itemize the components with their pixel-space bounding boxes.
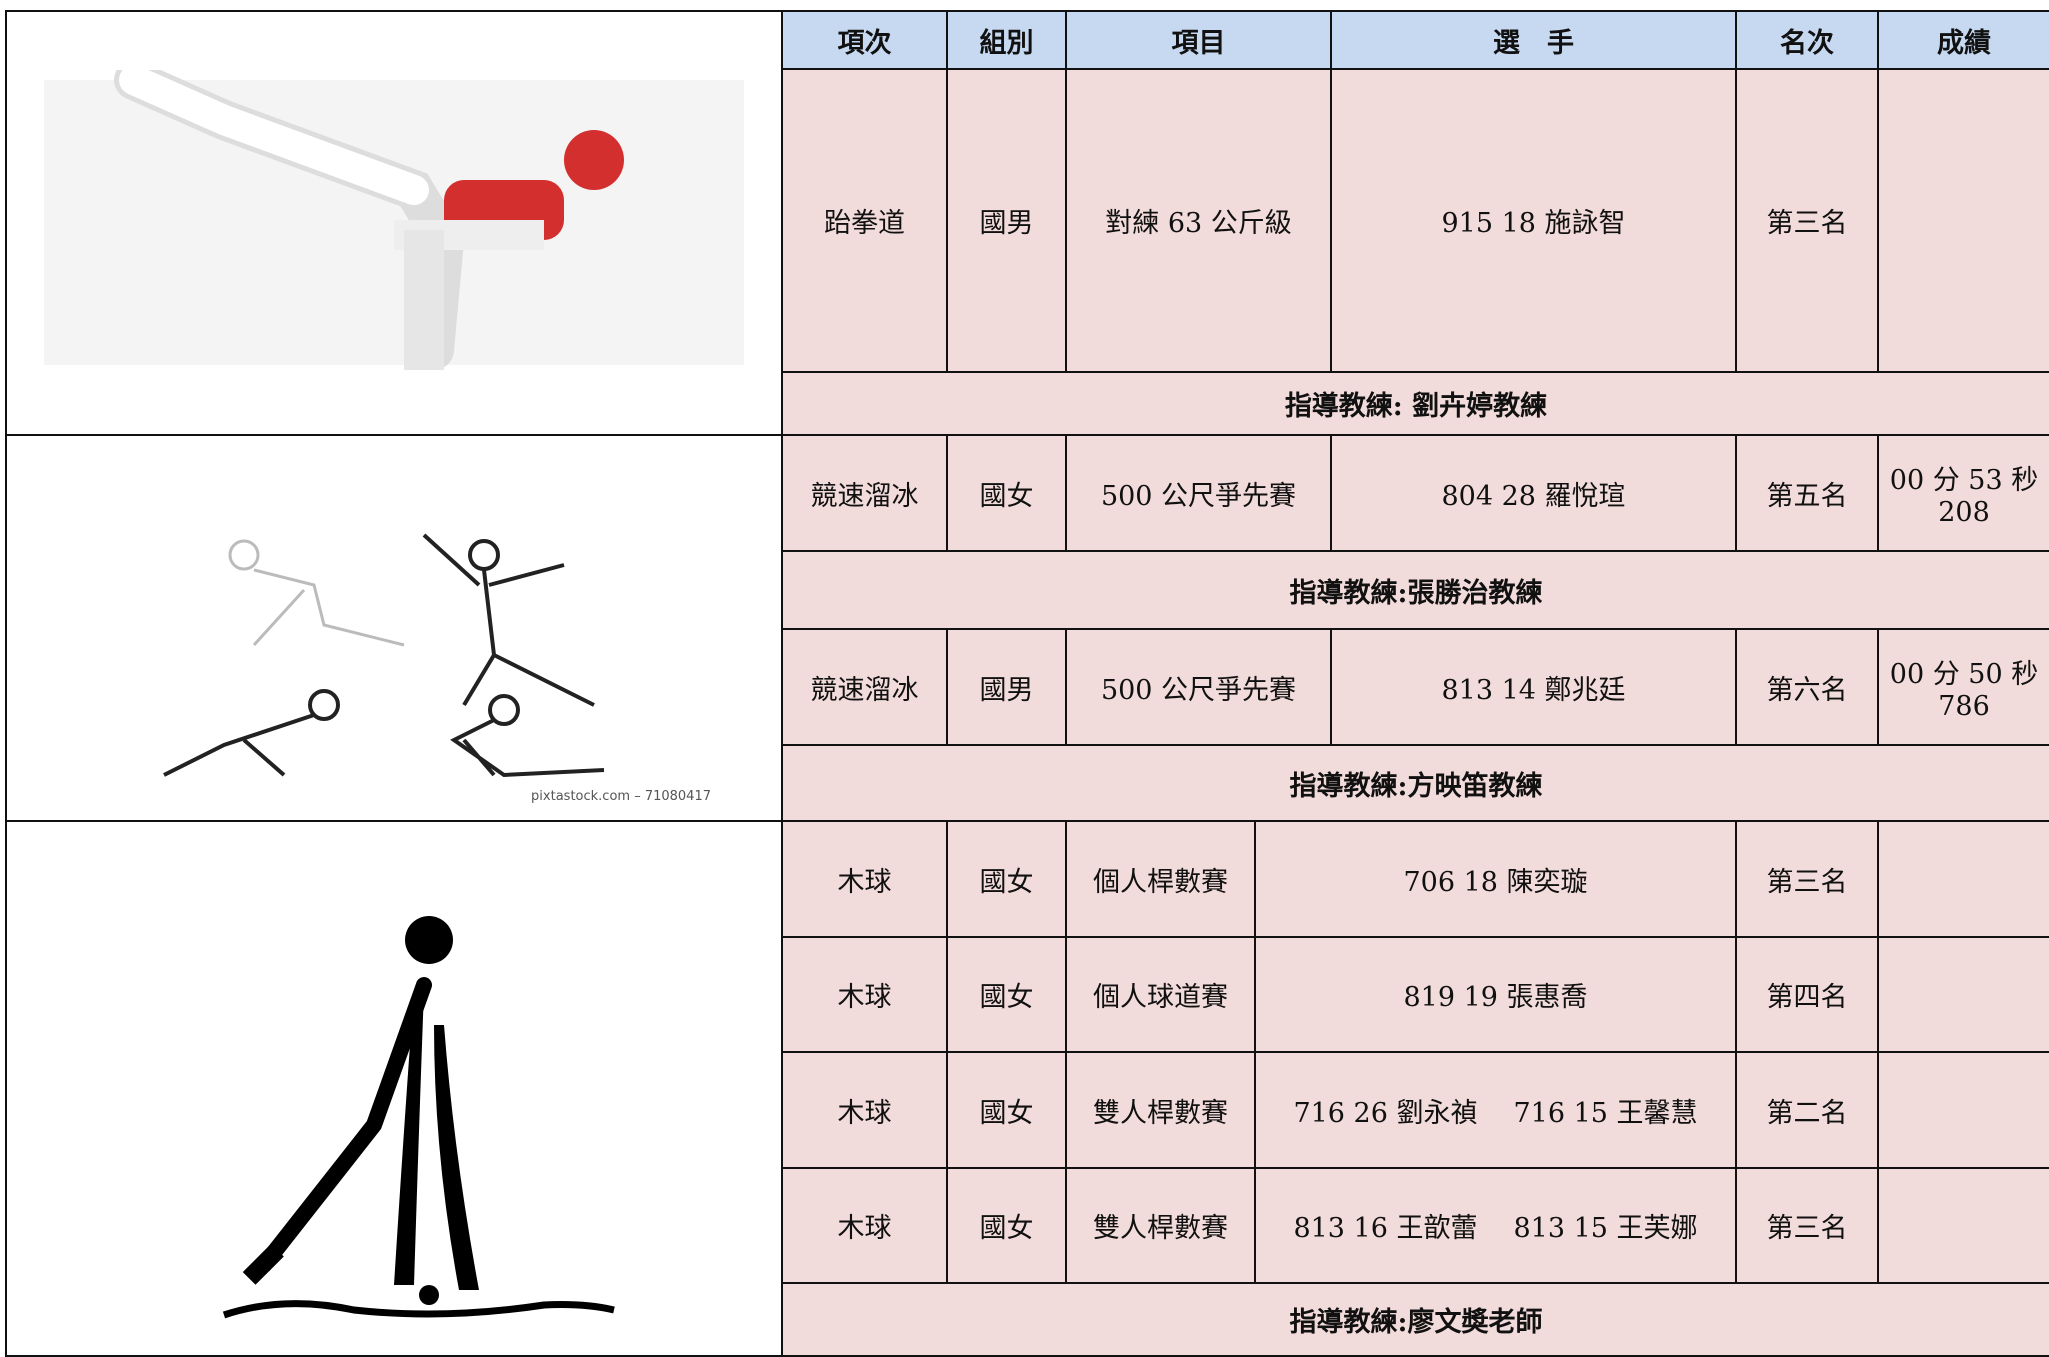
players: 915 18 施詠智 — [1330, 68, 1737, 373]
player: 716 26 劉永禎 — [1293, 1097, 1478, 1129]
header-cell: 組別 — [946, 10, 1067, 70]
table-row: 指導教練:廖文奬老師 — [6, 1282, 2049, 1357]
rank: 第三名 — [1735, 1167, 1879, 1284]
table-row: 木球 國女 雙人桿數賽 716 26 劉永禎 716 15 王馨慧 第二名 — [6, 1051, 2049, 1169]
results-table: 項次 組別 項目選 手名次 成績 跆拳道 國男 對練 63 公斤級 915 18 施詠智 第三名… — [5, 10, 2049, 1357]
table-row: pixtastock.com – 71080417 競速溜冰 國女 500 公尺爭先賽… — [5, 434, 2049, 822]
mallet-pictogram — [222, 916, 615, 1319]
result — [1877, 1167, 2049, 1284]
players: 804 28 羅悅瑄 — [1330, 434, 1737, 552]
image-cell — [5, 10, 783, 436]
header-cell: 項目 — [1065, 10, 1332, 70]
rank: 第三名 — [1735, 68, 1879, 373]
group: 國男 — [946, 68, 1067, 373]
coach: 指導教練:張勝治教練 — [781, 550, 2049, 630]
result — [1877, 936, 2049, 1053]
group: 國女 — [946, 1167, 1067, 1284]
coach: 指導教練:廖文奬老師 — [781, 1282, 2049, 1357]
event: 競速溜冰 — [781, 628, 948, 746]
item: 個人球道賽 — [1065, 936, 1256, 1053]
event: 木球 — [781, 820, 948, 938]
item: 500 公尺爭先賽 — [1065, 434, 1332, 552]
players: 819 19 張惠喬 — [1254, 936, 1737, 1053]
players: 706 18 陳奕璇 — [1254, 820, 1737, 938]
event: 木球 — [781, 1051, 948, 1169]
table-row: 木球 國女 個人桿數賽 706 18 陳奕璇 第三名 — [5, 820, 2049, 1357]
image-cell — [5, 820, 783, 1357]
event: 木球 — [781, 1167, 948, 1284]
coach: 指導教練: 劉卉婷教練 — [781, 371, 2049, 436]
result — [1877, 820, 2049, 938]
item: 500 公尺爭先賽 — [1065, 628, 1332, 746]
event: 木球 — [781, 936, 948, 1053]
group: 國女 — [946, 1051, 1067, 1169]
item: 雙人桿數賽 — [1065, 1167, 1256, 1284]
header-cell: 項次 — [781, 10, 948, 70]
header-cell: 選 手 — [1330, 10, 1737, 70]
event: 競速溜冰 — [781, 434, 948, 552]
table-row: 跆拳道 國男 對練 63 公斤級 915 18 施詠智 第三名 — [6, 68, 2049, 373]
rank: 第六名 — [1735, 628, 1879, 746]
result — [1877, 1051, 2049, 1169]
event: 跆拳道 — [781, 68, 948, 373]
rank: 第二名 — [1735, 1051, 1879, 1169]
skating-illustration — [163, 533, 605, 777]
image-cell: pixtastock.com – 71080417 — [5, 434, 783, 822]
rank: 第三名 — [1735, 820, 1879, 938]
group: 國女 — [946, 820, 1067, 938]
group: 國女 — [946, 434, 1067, 552]
item: 雙人桿數賽 — [1065, 1051, 1256, 1169]
header-cell: 成績 — [1877, 10, 2049, 70]
player: 819 19 張惠喬 — [1403, 982, 1588, 1013]
players: 813 16 王歆蕾 813 15 王芙娜 — [1254, 1167, 1737, 1284]
item: 對練 63 公斤級 — [1065, 68, 1332, 373]
players: 813 14 鄭兆廷 — [1330, 628, 1737, 746]
table-row: 指導教練: 劉卉婷教練 — [6, 371, 2049, 436]
table-row: 木球 國女 雙人桿數賽 813 16 王歆蕾 813 15 王芙娜 第三名 — [6, 1167, 2049, 1284]
table-row: 項次 組別 項目選 手名次 成績 — [5, 10, 2049, 436]
players: 716 26 劉永禎 716 15 王馨慧 — [1254, 1051, 1737, 1169]
result: 00 分 50 秒 786 — [1877, 628, 2049, 746]
watermark: pixtastock.com – 71080417 — [531, 789, 711, 804]
player: 813 15 王芙娜 — [1513, 1213, 1698, 1244]
table-row: 指導教練:方映笛教練 — [6, 744, 2049, 822]
result: 00 分 53 秒 208 — [1877, 434, 2049, 552]
player: 716 15 王馨慧 — [1513, 1097, 1698, 1129]
rank: 第四名 — [1735, 936, 1879, 1053]
player: 706 18 陳奕璇 — [1403, 866, 1588, 898]
player: 804 28 羅悅瑄 — [1441, 480, 1626, 512]
table-row: 指導教練:張勝治教練 — [6, 550, 2049, 630]
table-row: 競速溜冰 國男 500 公尺爭先賽 813 14 鄭兆廷 第六名 00 分 50 秒 78… — [6, 628, 2049, 746]
coach: 指導教練:方映笛教練 — [781, 744, 2049, 822]
player: 915 18 施詠智 — [1441, 208, 1626, 239]
header-cell: 名次 — [1735, 10, 1879, 70]
player: 813 16 王歆蕾 — [1293, 1213, 1478, 1244]
rank: 第五名 — [1735, 434, 1879, 552]
item: 個人桿數賽 — [1065, 820, 1256, 938]
taekwondo-illustration — [44, 59, 744, 402]
player: 813 14 鄭兆廷 — [1441, 674, 1626, 706]
result — [1877, 68, 2049, 373]
group: 國男 — [946, 628, 1067, 746]
table-row: 木球 國女 個人球道賽 819 19 張惠喬 第四名 — [6, 936, 2049, 1053]
group: 國女 — [946, 936, 1067, 1053]
